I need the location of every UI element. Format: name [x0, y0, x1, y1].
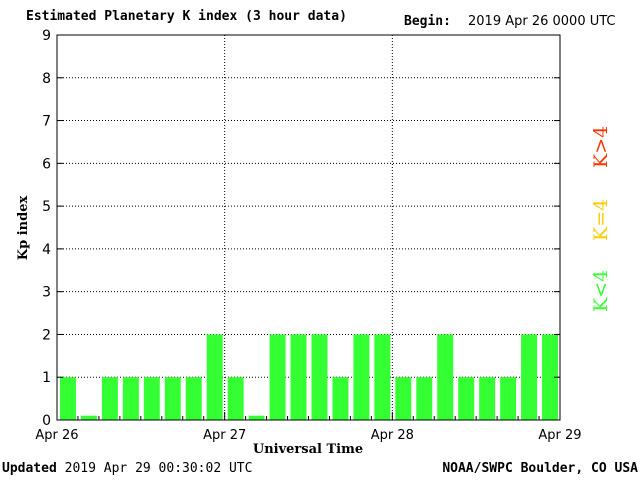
x-tick-label: Apr 26	[35, 428, 78, 443]
kp-bar	[60, 377, 76, 420]
x-tick-label: Apr 28	[371, 428, 414, 443]
credit-text: NOAA/SWPC Boulder, CO USA	[442, 461, 638, 476]
y-tick-label: 2	[42, 327, 51, 343]
chart-title: Estimated Planetary K index (3 hour data…	[26, 9, 347, 24]
updated-timestamp: Updated 2019 Apr 29 00:30:02 UTC	[2, 461, 252, 476]
begin-value: 2019 Apr 26 0000 UTC	[468, 14, 616, 29]
y-tick-label: 9	[42, 28, 51, 44]
begin-label: Begin:	[404, 14, 451, 29]
y-tick-label: 8	[42, 71, 51, 87]
kp-bar	[416, 377, 433, 420]
kp-bar	[395, 377, 412, 420]
kp-bar	[500, 377, 517, 420]
legend-high: K>4	[590, 125, 612, 168]
bars	[60, 334, 558, 420]
kp-bar	[185, 377, 202, 420]
legend-mid: K=4	[590, 198, 612, 241]
kp-bar	[458, 377, 475, 420]
kp-bar	[332, 377, 349, 420]
grid-lines	[57, 35, 560, 420]
updated-label: Updated	[2, 461, 57, 476]
axis-ticks: 0 1 2 3 4 5 6 7 8 9 Apr 26 Apr 27 Apr 28 Apr 29	[35, 28, 581, 443]
kp-bar	[269, 334, 286, 420]
kp-bar	[101, 377, 118, 420]
kp-bar	[143, 377, 160, 420]
y-tick-label: 0	[42, 413, 51, 429]
y-tick-label: 5	[42, 199, 51, 215]
y-axis-label: Kp index	[16, 196, 31, 261]
kp-bar	[122, 377, 139, 420]
kp-bar	[437, 334, 454, 420]
x-tick-label: Apr 29	[538, 428, 581, 443]
y-tick-label: 4	[42, 242, 51, 258]
updated-value: 2019 Apr 29 00:30:02 UTC	[64, 461, 253, 476]
y-tick-label: 6	[42, 156, 51, 172]
y-tick-label: 3	[42, 285, 51, 301]
kp-bar	[164, 377, 181, 420]
kp-bar	[80, 415, 97, 420]
kp-bar	[521, 334, 538, 420]
kp-bar	[206, 334, 223, 420]
y-tick-label: 1	[42, 370, 51, 386]
x-tick-label: Apr 27	[203, 428, 246, 443]
legend-low: K<4	[590, 269, 612, 312]
kp-bar	[227, 377, 244, 420]
kp-bar	[311, 334, 328, 420]
kp-bar	[248, 415, 265, 420]
kp-bar	[479, 377, 496, 420]
plot-frame	[56, 34, 561, 421]
kp-bar	[353, 334, 370, 420]
x-axis-label: Universal Time	[253, 442, 363, 457]
y-tick-label: 7	[42, 114, 51, 130]
kp-bar	[542, 334, 558, 420]
kp-bar	[374, 334, 391, 420]
kp-bar	[290, 334, 307, 420]
